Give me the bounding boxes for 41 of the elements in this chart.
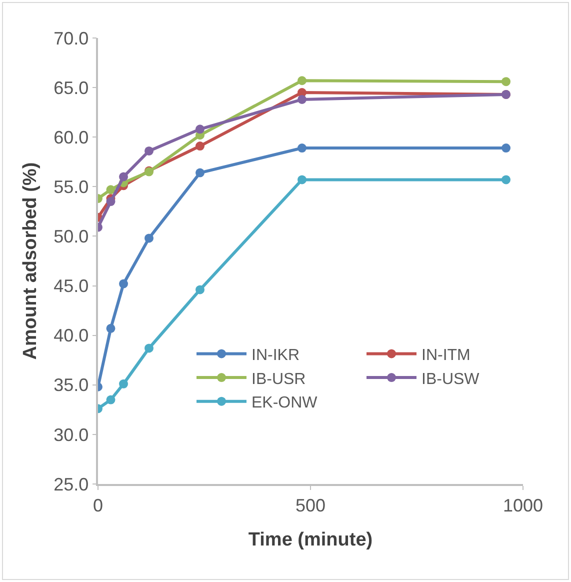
legend-label: IB-USR	[252, 370, 306, 388]
point	[196, 124, 204, 134]
point	[502, 144, 510, 153]
point	[196, 142, 204, 151]
point	[106, 197, 116, 206]
x-tick-label: 500	[295, 495, 326, 516]
point	[298, 76, 306, 86]
point	[106, 324, 116, 333]
y-tick-label: 30.0	[54, 424, 89, 445]
y-tick-label: 25.0	[54, 474, 89, 494]
point	[196, 285, 204, 294]
y-tick-label: 35.0	[54, 375, 89, 396]
point	[144, 146, 154, 156]
y-tick-label: 55.0	[54, 176, 89, 197]
y-tick-label: 45.0	[54, 276, 89, 296]
point	[298, 175, 306, 184]
point	[119, 379, 128, 388]
legend-label: IB-USW	[422, 370, 480, 388]
point	[106, 395, 116, 404]
point	[502, 175, 510, 184]
legend-label: IN-ITM	[422, 346, 470, 364]
x-tick-label: 0	[92, 495, 104, 516]
y-tick-label: 40.0	[54, 326, 89, 346]
point	[144, 234, 154, 243]
legend-label: EK-ONW	[252, 394, 318, 412]
x-tick-label: 1000	[502, 495, 544, 516]
point	[106, 185, 116, 194]
point	[298, 94, 306, 104]
point	[119, 279, 128, 288]
legend-label: IN-IKR	[252, 346, 300, 364]
y-axis-title: Amount adsorbed (%)	[20, 162, 41, 360]
y-tick-label: 70.0	[54, 28, 89, 48]
y-tick-label: 60.0	[54, 127, 89, 148]
y-tick-label: 50.0	[54, 226, 89, 247]
x-axis-title: Time (minute)	[248, 530, 373, 551]
y-tick-label: 65.0	[54, 78, 89, 98]
point	[298, 144, 306, 153]
point	[196, 168, 204, 178]
point	[144, 344, 154, 353]
point	[119, 172, 128, 182]
point	[502, 77, 510, 86]
